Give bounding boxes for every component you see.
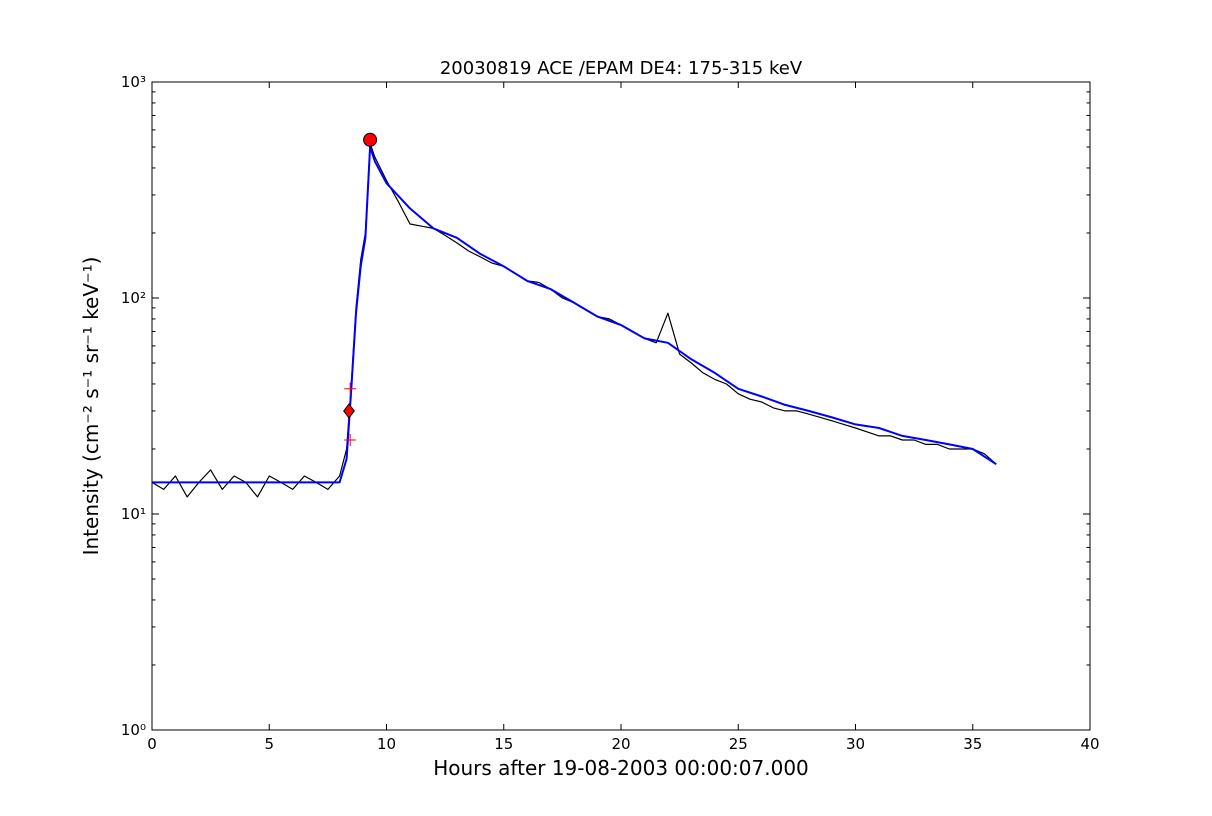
x-tick-label: 25 — [729, 735, 748, 753]
y-tick-label: 10⁰ — [121, 721, 146, 739]
y-tick-label: 10² — [121, 289, 146, 307]
y-axis-label: Intensity (cm⁻² s⁻¹ sr⁻¹ keV⁻¹) — [79, 257, 103, 556]
x-tick-label: 0 — [147, 735, 157, 753]
marker-layer — [343, 132, 378, 447]
plot-area-frame — [151, 81, 1091, 731]
y-axis-ticks: 10⁰ 10¹ 10² 10³ — [121, 73, 1090, 739]
x-tick-label: 30 — [846, 735, 865, 753]
x-axis-label: Hours after 19-08-2003 00:00:07.000 — [433, 756, 809, 780]
x-tick-label: 10 — [377, 735, 396, 753]
series-layer — [151, 142, 997, 498]
chart-title: 20030819 ACE /EPAM DE4: 175-315 keV — [440, 58, 803, 79]
y-tick-label: 10³ — [121, 73, 146, 91]
x-tick-label: 35 — [963, 735, 982, 753]
x-tick-label: 20 — [611, 735, 630, 753]
marker-diamond-1 — [343, 403, 355, 419]
marker-circle-0 — [363, 132, 378, 147]
marker-plus-3 — [344, 434, 357, 447]
series-line-1 — [152, 146, 997, 484]
x-tick-label: 15 — [494, 735, 513, 753]
x-tick-label: 40 — [1080, 735, 1099, 753]
x-tick-label: 5 — [264, 735, 274, 753]
series-line-0 — [151, 142, 997, 498]
y-tick-label: 10¹ — [121, 505, 146, 523]
marker-plus-2 — [344, 382, 357, 395]
x-axis-ticks: 0 5 10 15 20 25 30 35 40 — [147, 82, 1100, 753]
